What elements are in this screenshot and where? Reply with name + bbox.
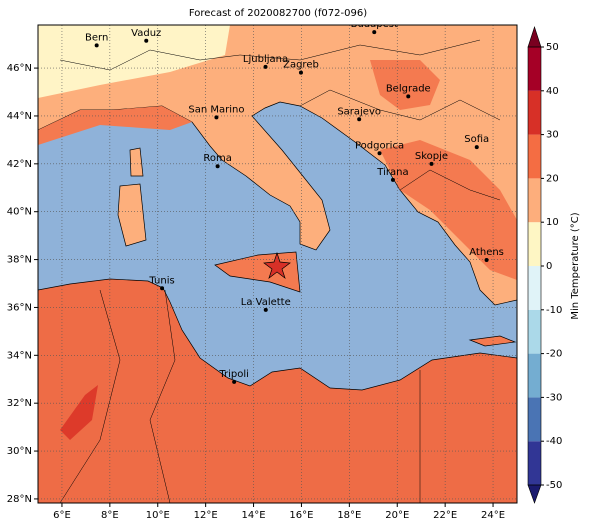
colorbar-tick-label: 20 <box>546 173 559 184</box>
warm-zone <box>380 140 517 280</box>
x-tick-label: 14°E <box>242 510 266 521</box>
city-marker <box>390 177 395 182</box>
colorbar-tick-label: -40 <box>546 436 562 447</box>
borders <box>299 89 501 121</box>
y-tick-label: 36°N <box>7 302 32 313</box>
borders <box>59 39 481 71</box>
city-label: Vaduz <box>131 28 161 39</box>
y-tick-label: 42°N <box>7 159 32 170</box>
sardinia <box>117 183 147 247</box>
city-marker <box>214 115 219 120</box>
colorbar-tick-label: 50 <box>546 42 559 53</box>
colorbar-bin <box>528 441 541 485</box>
city-label: Ljubljana <box>243 54 288 65</box>
city-label: Podgorica <box>355 140 404 151</box>
y-tick-label: 40°N <box>7 207 32 218</box>
colorbar-tick-label: 30 <box>546 130 559 141</box>
colorbar-bin <box>528 353 541 398</box>
city-label: Roma <box>203 153 232 164</box>
borders <box>399 169 501 201</box>
colorbar-tick-label: 40 <box>546 86 559 97</box>
city-label: Belgrade <box>386 83 431 94</box>
map-frame <box>37 24 518 504</box>
city-label: San Marino <box>188 104 244 115</box>
city-label: Budapest <box>351 19 398 30</box>
city-label: Zagreb <box>283 60 319 71</box>
colorbar-bin <box>528 397 541 442</box>
x-tick-label: 6°E <box>53 510 71 521</box>
x-tick-label: 22°E <box>433 510 457 521</box>
event-marker <box>263 251 291 279</box>
city-marker <box>94 43 99 48</box>
colorbar-bin <box>528 90 541 135</box>
y-tick-label: 38°N <box>7 255 32 266</box>
borders <box>149 289 176 503</box>
colorbar-bin <box>528 309 541 354</box>
city-marker <box>377 151 382 156</box>
colorbar-label: Min Temperature (°C) <box>570 212 581 319</box>
x-tick-label: 20°E <box>385 510 409 521</box>
x-tick-label: 10°E <box>146 510 170 521</box>
city-marker <box>429 161 434 166</box>
title: Forecast of 2020082700 (f072-096) <box>189 8 367 19</box>
colorbar-tick-label: -30 <box>546 392 562 403</box>
colorbar-tick-label: -50 <box>546 480 562 491</box>
city-marker <box>298 70 303 75</box>
city-label: Sofia <box>464 134 489 145</box>
y-tick-label: 28°N <box>7 494 32 505</box>
city-marker <box>484 258 489 263</box>
city-label: Tripoli <box>218 369 249 380</box>
city-marker <box>232 379 237 384</box>
y-tick-label: 34°N <box>7 350 32 361</box>
city-label: Skopje <box>415 151 448 162</box>
city-marker <box>357 117 362 122</box>
colorbar-extend-low <box>527 484 542 504</box>
colorbar-extend-high <box>527 26 542 48</box>
x-tick-label: 18°E <box>337 510 361 521</box>
x-tick-label: 8°E <box>101 510 119 521</box>
city-marker <box>372 30 377 35</box>
y-tick-label: 46°N <box>7 63 32 74</box>
colorbar-tick-label: -20 <box>546 349 562 360</box>
city-marker <box>263 307 268 312</box>
city-marker <box>474 145 479 150</box>
city-marker <box>215 164 220 169</box>
warm-zone <box>370 60 440 110</box>
city-marker <box>160 286 165 291</box>
city-marker <box>144 38 149 43</box>
city-label: Bern <box>85 32 108 43</box>
y-tick-label: 32°N <box>7 398 32 409</box>
colorbar-bin <box>528 134 541 179</box>
city-label: Tunis <box>148 275 174 286</box>
city-label: Tirana <box>376 167 408 178</box>
cool-zone <box>38 25 230 98</box>
crete <box>468 335 517 347</box>
colorbar-bin <box>528 178 541 223</box>
colorbar-tick-label: 10 <box>546 217 559 228</box>
y-tick-label: 30°N <box>7 446 32 457</box>
city-label: Sarajevo <box>337 106 381 117</box>
x-tick-label: 16°E <box>289 510 313 521</box>
colorbar-bin <box>528 222 541 266</box>
x-tick-label: 24°E <box>481 510 505 521</box>
warm-zone <box>38 106 192 145</box>
x-tick-label: 12°E <box>194 510 218 521</box>
city-marker <box>263 64 268 69</box>
colorbar-tick-label: -10 <box>546 305 562 316</box>
hot-zone <box>60 385 98 440</box>
colorbar-bin <box>528 266 541 310</box>
city-marker <box>406 94 411 99</box>
city-label: Athens <box>469 247 504 258</box>
y-tick-label: 44°N <box>7 111 32 122</box>
colorbar-tick-label: 0 <box>546 261 552 272</box>
city-label: La Valette <box>241 297 291 308</box>
colorbar-bin <box>528 47 541 91</box>
corsica <box>129 147 144 177</box>
